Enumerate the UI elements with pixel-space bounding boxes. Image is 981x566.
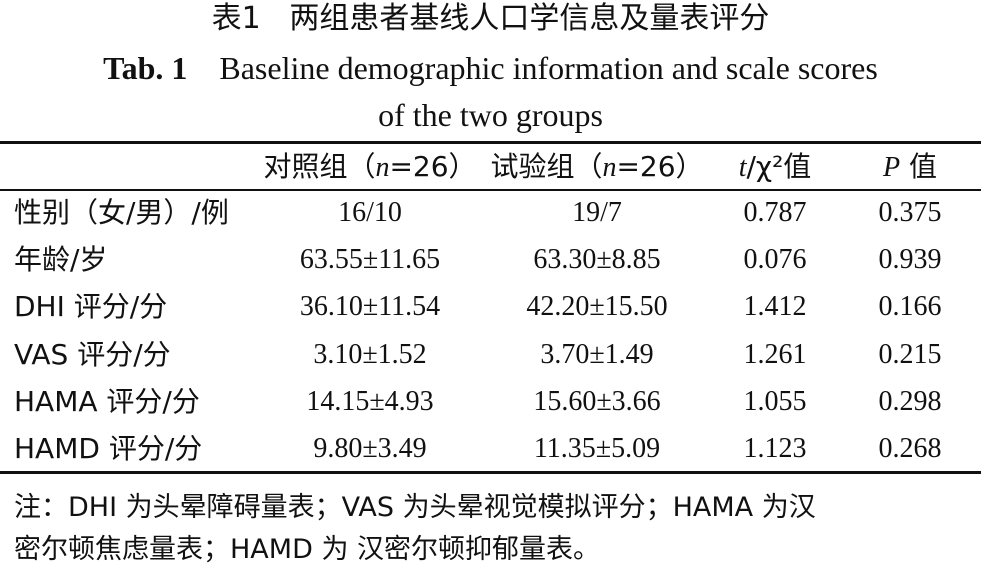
cell: 0.215 <box>878 338 942 370</box>
caption-label: Tab. 1 <box>103 50 188 86</box>
cell: 0.375 <box>878 197 942 228</box>
cell: 14.15±4.93 <box>306 385 434 417</box>
cell: 0.298 <box>878 385 942 417</box>
cell: 63.30±8.85 <box>533 244 661 276</box>
header-text: =26） <box>616 150 704 183</box>
header-text: P <box>882 152 901 183</box>
cell: 9.80±3.49 <box>313 433 427 464</box>
cell: 36.10±11.54 <box>299 291 441 323</box>
cell: 1.123 <box>743 433 807 464</box>
header-cell: t/χ²值 <box>625 153 925 182</box>
header-text: n <box>602 152 617 183</box>
cell: 0.166 <box>878 291 942 323</box>
header-cell: 对照组（n=26） <box>220 153 520 182</box>
cell: 11.35±5.09 <box>533 433 661 464</box>
header-text: 试验组（ <box>490 150 603 183</box>
row-label: 性别（女/男）/例 <box>14 196 229 229</box>
cell: 16/10 <box>338 197 402 228</box>
top-rule <box>0 141 981 144</box>
cell: 0.787 <box>743 197 807 228</box>
note: 注：DHI 为头晕障碍量表；VAS 为头晕视觉模拟评分；HAMA 为汉 <box>14 492 816 523</box>
cell: 1.412 <box>743 291 807 323</box>
caption-label: 表1 <box>211 1 261 36</box>
header-text: /χ²值 <box>746 150 812 183</box>
header-cell: 试验组（n=26） <box>447 153 747 182</box>
row-label: HAMD 评分/分 <box>14 432 203 465</box>
header-text: n <box>375 152 390 183</box>
cell: 1.261 <box>743 338 807 370</box>
caption-title: of the two groups <box>378 97 603 133</box>
bottom-rule <box>0 471 981 474</box>
row-label: VAS 评分/分 <box>14 337 171 371</box>
header-text: t <box>738 152 747 183</box>
caption-en: Tab. 1 Baseline demographic information … <box>0 52 981 84</box>
cell: 3.70±1.49 <box>540 338 654 370</box>
cell: 0.268 <box>878 433 942 464</box>
caption-title: 两组患者基线人口学信息及量表评分 <box>289 1 770 36</box>
header-text: 对照组（ <box>263 150 376 183</box>
header-cell: P 值 <box>760 153 981 182</box>
cell: 0.076 <box>743 244 807 276</box>
header-rule <box>0 189 981 191</box>
cell: 42.20±15.50 <box>526 291 668 323</box>
cell: 1.055 <box>743 385 807 417</box>
cell: 15.60±3.66 <box>533 385 661 417</box>
caption-cn: 表1 两组患者基线人口学信息及量表评分 <box>0 4 981 34</box>
caption-title: Baseline demographic information and sca… <box>219 50 878 86</box>
cell: 63.55±11.65 <box>299 244 441 276</box>
row-label: 年龄/岁 <box>14 243 108 277</box>
cell: 0.939 <box>878 244 942 276</box>
row-label: DHI 评分/分 <box>14 290 168 324</box>
header-text: =26） <box>389 150 477 183</box>
header-text: 值 <box>900 150 937 183</box>
row-label: HAMA 评分/分 <box>14 384 200 418</box>
cell: 3.10±1.52 <box>313 338 427 370</box>
cell: 19/7 <box>572 197 622 228</box>
note: 密尔顿焦虑量表；HAMD 为 汉密尔顿抑郁量表。 <box>14 534 601 565</box>
